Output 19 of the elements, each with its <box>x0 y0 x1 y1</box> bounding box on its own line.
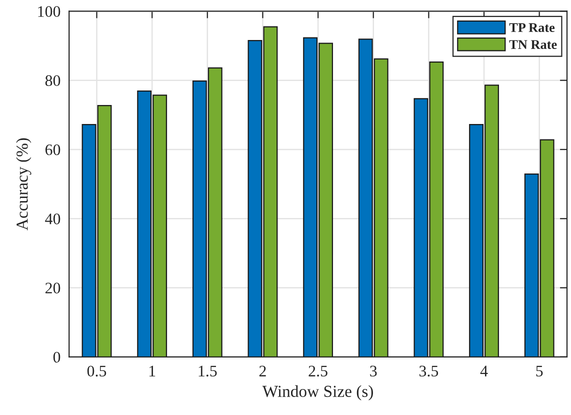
y-tick-label: 0 <box>53 352 60 363</box>
y-tick-label: 20 <box>45 282 60 294</box>
x-axis-title: Window Size (s) <box>262 385 373 400</box>
x-tick-label: 4 <box>480 366 488 376</box>
y-axis-title: Accuracy (%) <box>16 138 32 230</box>
legend-label: TN Rate <box>509 40 557 49</box>
x-tick-label: 3.5 <box>419 366 438 377</box>
x-tick-label: 1.5 <box>198 366 217 377</box>
x-tick-label: 5 <box>536 366 543 376</box>
y-tick-label: 60 <box>45 144 60 156</box>
x-tick-label: 2 <box>259 366 266 376</box>
x-tick-label: 1 <box>149 366 156 376</box>
x-tick-label: 3 <box>370 366 377 376</box>
x-tick-label: 2.5 <box>308 366 328 377</box>
y-tick-label: 100 <box>38 6 60 17</box>
y-tick-label: 40 <box>45 214 60 224</box>
legend-label: TP Rate <box>509 23 555 32</box>
y-tick-label: 80 <box>45 75 60 86</box>
x-tick-label: 0.5 <box>87 366 106 377</box>
